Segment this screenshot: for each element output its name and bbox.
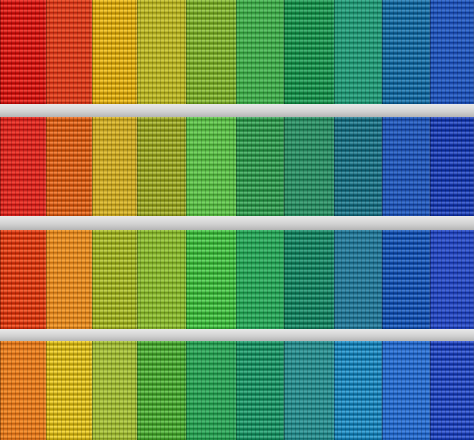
slat-panel bbox=[236, 230, 284, 329]
slat-panel bbox=[0, 230, 46, 329]
slat-panel bbox=[430, 341, 474, 440]
slat-panel bbox=[382, 117, 430, 216]
slat-panel bbox=[92, 0, 137, 104]
slat-panel bbox=[0, 117, 46, 216]
slat-panel bbox=[382, 230, 430, 329]
slat-panel bbox=[236, 341, 284, 440]
slat-panel bbox=[186, 341, 236, 440]
slat-panel bbox=[92, 230, 137, 329]
slat-panel bbox=[137, 117, 186, 216]
row-2 bbox=[0, 117, 474, 216]
slat-panel bbox=[334, 341, 382, 440]
slat-panel bbox=[430, 117, 474, 216]
slat-panel bbox=[284, 117, 334, 216]
slat-panel bbox=[284, 0, 334, 104]
slat-panel bbox=[334, 230, 382, 329]
slat-panel bbox=[382, 0, 430, 104]
slat-panel bbox=[186, 230, 236, 329]
slat-panel bbox=[137, 341, 186, 440]
white-ledge-band bbox=[0, 329, 474, 341]
slat-panel bbox=[46, 0, 92, 104]
slat-panel bbox=[46, 230, 92, 329]
slat-panel bbox=[382, 341, 430, 440]
slat-panel bbox=[236, 117, 284, 216]
slat-panel bbox=[430, 0, 474, 104]
slat-panel bbox=[92, 117, 137, 216]
slat-panel bbox=[284, 230, 334, 329]
slat-panel bbox=[0, 341, 46, 440]
slat-panel bbox=[186, 0, 236, 104]
slat-panel bbox=[137, 230, 186, 329]
slat-panel bbox=[236, 0, 284, 104]
white-ledge-band bbox=[0, 104, 474, 117]
slat-panel bbox=[46, 117, 92, 216]
slat-panel bbox=[334, 117, 382, 216]
slat-panel bbox=[92, 341, 137, 440]
row-1 bbox=[0, 0, 474, 104]
slat-panel bbox=[430, 230, 474, 329]
slat-panel bbox=[0, 0, 46, 104]
white-ledge-band bbox=[0, 216, 474, 230]
slat-panel bbox=[46, 341, 92, 440]
slat-panel bbox=[137, 0, 186, 104]
slat-panel bbox=[186, 117, 236, 216]
row-3 bbox=[0, 230, 474, 329]
slat-panel bbox=[284, 341, 334, 440]
row-4 bbox=[0, 341, 474, 440]
slat-panel bbox=[334, 0, 382, 104]
